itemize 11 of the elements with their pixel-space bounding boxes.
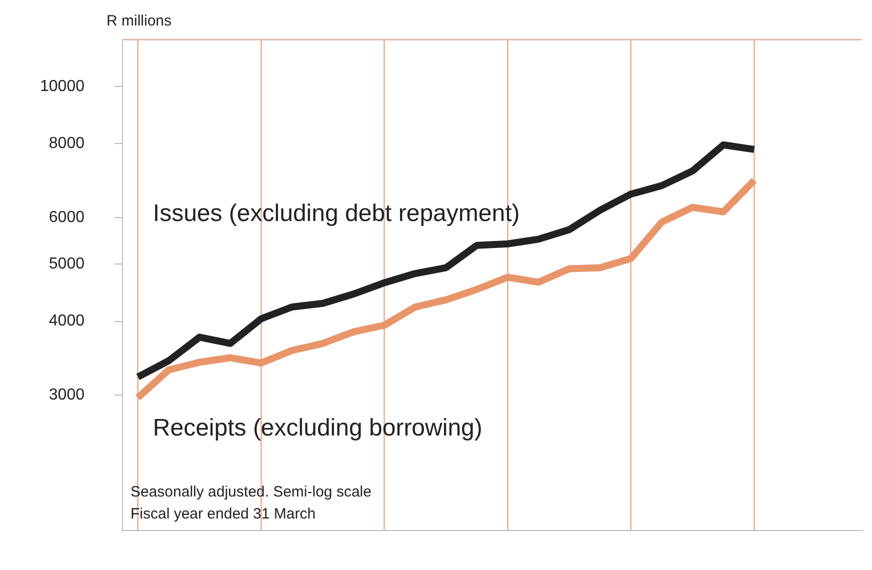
annotation: Fiscal year ended 31 March [130,505,316,522]
y-axis-title: R millions [106,12,172,30]
y-tick-label: 10000 [40,78,85,95]
series-label: Receipts (excluding borrowing) [152,414,482,442]
y-tick-label: 3000 [48,386,85,404]
y-tick-label: 4000 [48,312,85,330]
y-tick-label: 6000 [48,208,85,226]
series-label: Issues (excluding debt repayment) [152,200,520,228]
annotation: Seasonally adjusted. Semi-log scale [130,483,372,500]
y-tick-label: 8000 [48,134,85,152]
y-tick-label: 5000 [48,256,85,273]
